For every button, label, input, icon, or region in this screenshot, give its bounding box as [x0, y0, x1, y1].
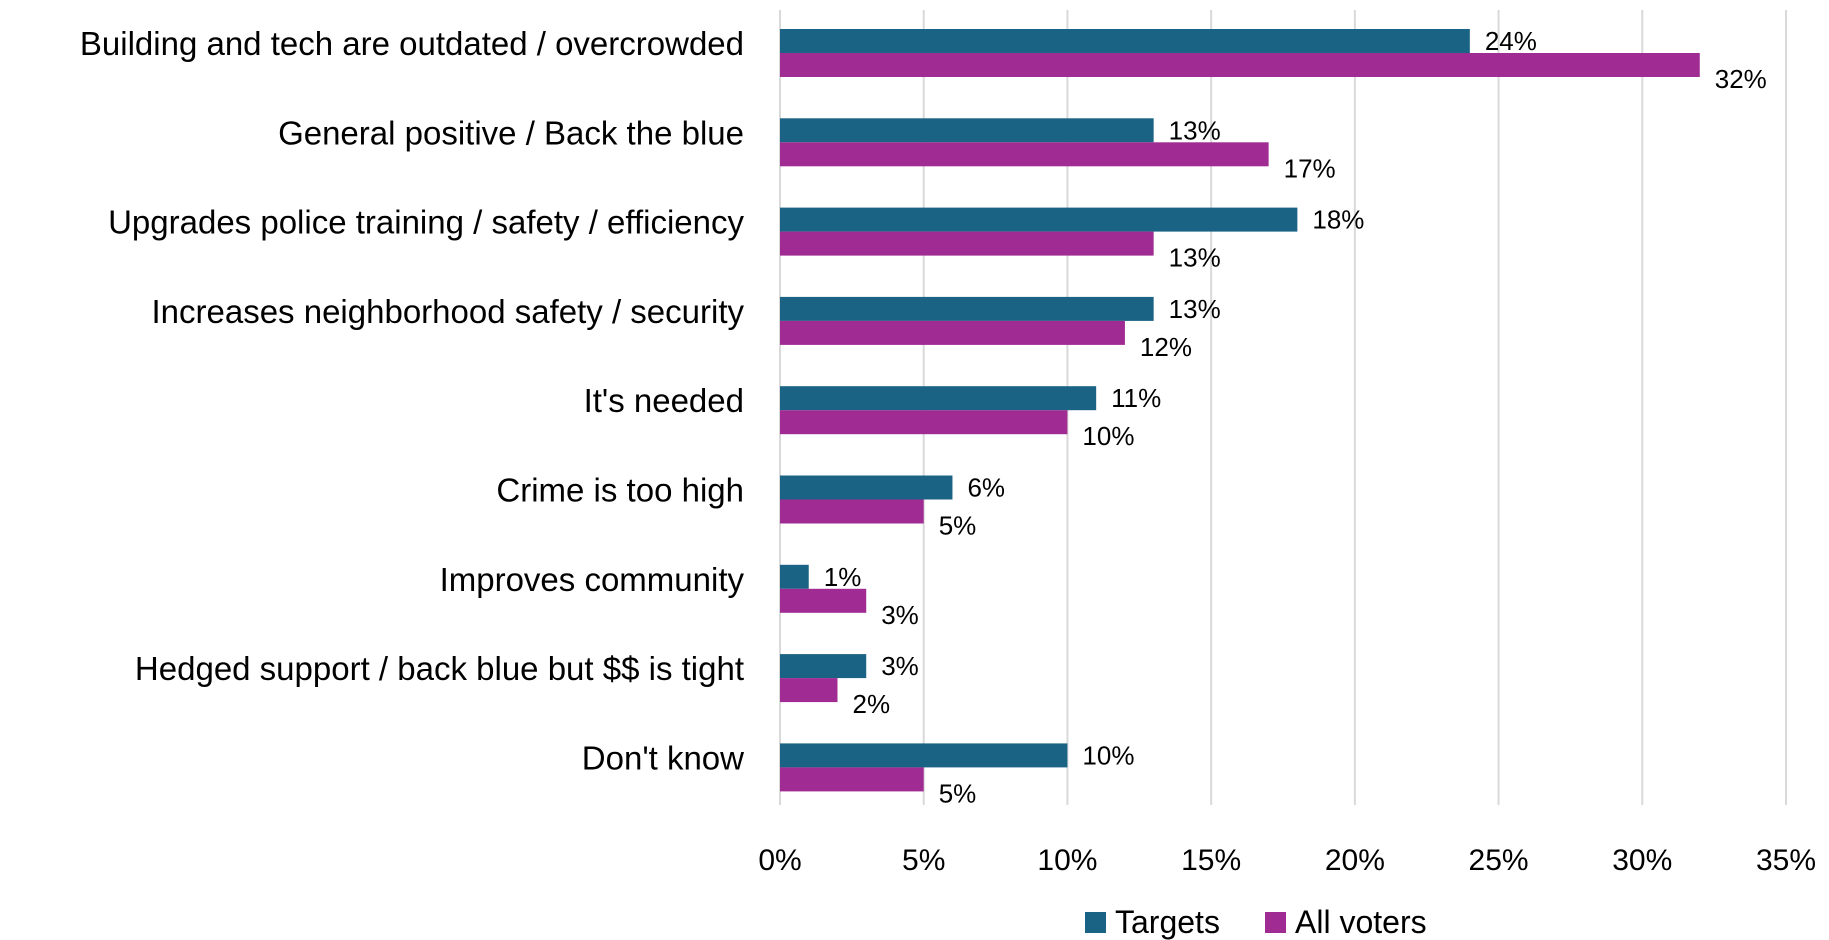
bar-targets	[780, 475, 953, 500]
category-label: General positive / Back the blue	[278, 114, 744, 151]
bar-targets	[780, 654, 867, 679]
bar-targets	[780, 386, 1097, 411]
bar-all-voters	[780, 588, 867, 613]
bar-targets	[780, 296, 1154, 321]
data-label-targets: 10%	[1082, 740, 1134, 770]
x-tick-label: 10%	[1037, 844, 1097, 877]
data-label-all-voters: 5%	[939, 778, 977, 808]
category-label: Crime is too high	[496, 472, 744, 509]
legend-swatch-all-voters	[1265, 912, 1286, 933]
bar-targets	[780, 207, 1298, 232]
bar-all-voters	[780, 320, 1125, 345]
x-tick-label: 0%	[758, 844, 801, 877]
category-label: Building and tech are outdated / overcro…	[80, 25, 744, 62]
bar-all-voters	[780, 410, 1068, 435]
x-tick-label: 20%	[1325, 844, 1385, 877]
bar-targets	[780, 564, 809, 589]
bar-targets	[780, 118, 1154, 143]
data-label-targets: 6%	[967, 473, 1005, 503]
category-label: Increases neighborhood safety / security	[151, 293, 744, 330]
x-tick-label: 5%	[902, 844, 945, 877]
category-label: Upgrades police training / safety / effi…	[108, 204, 744, 241]
bars	[780, 29, 1700, 792]
data-label-all-voters: 32%	[1715, 64, 1767, 94]
data-label-all-voters: 10%	[1082, 421, 1134, 451]
category-labels: Building and tech are outdated / overcro…	[80, 25, 745, 776]
bar-all-voters	[780, 142, 1269, 167]
data-label-targets: 13%	[1169, 115, 1221, 145]
data-labels: 24% 32% 13% 17% 18% 13% 13% 12% 11% 10% 6% 5% 1% 3% 3%…	[824, 26, 1767, 808]
legend-label-all-voters: All voters	[1295, 904, 1427, 940]
bar-targets	[780, 29, 1470, 53]
category-label: It's needed	[584, 382, 744, 419]
bar-all-voters	[780, 678, 838, 703]
bar-all-voters	[780, 767, 924, 792]
data-label-targets: 3%	[881, 651, 919, 681]
category-label: Don't know	[582, 739, 744, 776]
bar-all-voters	[780, 499, 924, 524]
data-label-targets: 11%	[1111, 383, 1161, 413]
data-label-targets: 24%	[1485, 26, 1537, 56]
category-label: Hedged support / back blue but $$ is tig…	[135, 650, 744, 687]
data-label-targets: 18%	[1312, 205, 1364, 235]
data-label-all-voters: 3%	[881, 600, 919, 630]
bar-all-voters	[780, 231, 1154, 256]
legend: Targets All voters	[1085, 904, 1427, 940]
x-tick-label: 35%	[1756, 844, 1816, 877]
data-label-all-voters: 5%	[939, 511, 977, 541]
bar-targets	[780, 743, 1068, 768]
legend-label-targets: Targets	[1115, 904, 1220, 940]
x-tick-label: 15%	[1181, 844, 1241, 877]
bar-all-voters	[780, 53, 1700, 77]
data-label-targets: 13%	[1169, 294, 1221, 324]
x-tick-label: 25%	[1469, 844, 1529, 877]
data-label-all-voters: 17%	[1284, 153, 1336, 183]
category-label: Improves community	[440, 561, 745, 598]
data-label-all-voters: 2%	[852, 689, 890, 719]
x-tick-label: 30%	[1612, 844, 1672, 877]
data-label-all-voters: 12%	[1140, 332, 1192, 362]
data-label-all-voters: 13%	[1169, 243, 1221, 273]
x-axis-tick-labels: 0% 5% 10% 15% 20% 25% 30% 35%	[758, 844, 1816, 877]
legend-swatch-targets	[1085, 912, 1106, 933]
data-label-targets: 1%	[824, 562, 862, 592]
